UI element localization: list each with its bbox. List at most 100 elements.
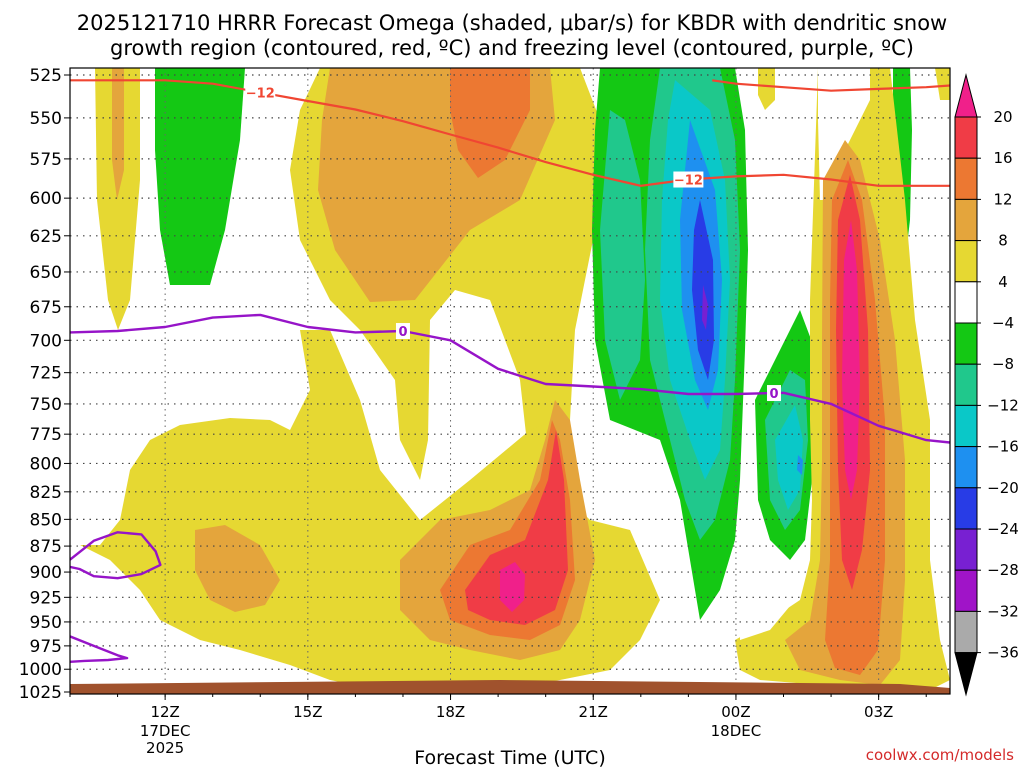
dendritic-label: −12 — [246, 86, 275, 101]
temperature-contours: −12 −12 0 0 — [70, 79, 950, 663]
y-tick-label: 575 — [30, 150, 62, 170]
omega-band-12-16 — [835, 620, 858, 668]
x-tick-label: 00Z — [721, 703, 750, 721]
colorbar-label: 12 — [993, 190, 1012, 208]
dendritic-label-bg — [245, 84, 276, 101]
omega-band-neg-4-4 — [70, 330, 310, 545]
omega-band-16-20 — [465, 430, 568, 625]
colorbar-label: −24 — [987, 520, 1019, 538]
omega-shading — [70, 68, 950, 690]
ground-terrain — [70, 680, 950, 694]
y-tick-label: 550 — [30, 109, 62, 129]
colorbar-band — [954, 322, 978, 365]
y-tick-label: 625 — [30, 227, 62, 247]
freezing-level-0-contour — [70, 635, 129, 663]
plot-frame — [69, 67, 951, 695]
omega-band-neg-24-neg-28 — [702, 285, 708, 330]
y-tick-label: 900 — [30, 563, 62, 583]
chart-title-line-1: 2025121710 HRRR Forecast Omega (shaded, … — [77, 11, 947, 35]
chart-title-line-2: growth region (contoured, red, ºC) and f… — [110, 36, 914, 60]
y-tick-label: 600 — [30, 189, 62, 209]
colorbar-label: −4 — [992, 314, 1014, 332]
colorbar-band — [954, 240, 978, 283]
colorbar: 20 16 12 8 4 −4 −8 −12 −16 −20 −24 −28 −32 −36 — [954, 73, 1019, 697]
colorbar-band — [954, 610, 978, 654]
x-tick-label: 15Z — [293, 703, 322, 721]
omega-band-neg-8-neg-12 — [600, 110, 645, 400]
y-tick-label: 850 — [30, 510, 62, 530]
omega-band-gt-20 — [500, 562, 525, 612]
freezing-level-0-contour — [70, 531, 162, 580]
x-tick-sublabel: 18DEC — [711, 722, 762, 740]
freezing-level-0-contour — [70, 313, 950, 444]
y-tick-label: 650 — [30, 263, 62, 283]
freezing-label-bg — [767, 385, 781, 402]
dendritic-minus12-contour — [712, 79, 950, 92]
dendritic-label: −12 — [674, 174, 703, 189]
colorbar-label: −32 — [987, 602, 1019, 620]
y-tick-label: 700 — [30, 331, 62, 351]
credit-text[interactable]: coolwx.com/models — [866, 746, 1014, 764]
omega-band-4-8 — [95, 68, 140, 330]
colorbar-label: 16 — [993, 149, 1012, 167]
x-axis-label: Forecast Time (UTC) — [414, 747, 605, 768]
y-tick-label: 675 — [30, 298, 62, 318]
colorbar-band — [954, 404, 978, 448]
colorbar-band — [954, 198, 978, 242]
y-tick-label: 975 — [30, 637, 62, 657]
y-axis: 525 550 575 600 625 650 675 700 725 750 775 800 825 8… — [19, 66, 70, 703]
colorbar-band — [954, 446, 978, 489]
y-tick-label: 750 — [30, 395, 62, 415]
freezing-label: 0 — [769, 387, 778, 402]
colorbar-label: −8 — [992, 355, 1014, 373]
omega-band-4-8 — [935, 68, 950, 100]
freezing-label-bg — [395, 323, 410, 340]
plot-area: −12 −12 0 0 — [70, 68, 950, 694]
y-tick-label: 1000 — [19, 660, 62, 680]
omega-band-neg-16-neg-20 — [797, 455, 803, 475]
colorbar-band — [954, 116, 978, 159]
omega-band-neg-4-neg-8 — [155, 68, 245, 285]
colorbar-band — [954, 281, 978, 324]
x-tick-label: 18Z — [436, 703, 465, 721]
colorbar-label: −36 — [987, 644, 1019, 662]
y-tick-label: 925 — [30, 588, 62, 608]
omega-band-12-16 — [450, 68, 530, 178]
colorbar-band — [954, 73, 978, 118]
colorbar-label: −28 — [987, 561, 1019, 579]
x-tick-sublabel: 2025 — [146, 739, 184, 757]
y-tick-label: 950 — [30, 613, 62, 633]
colorbar-label: −20 — [987, 479, 1019, 497]
dendritic-label-bg — [673, 171, 704, 188]
colorbar-band — [954, 528, 978, 571]
omega-band-4-8 — [758, 68, 775, 110]
x-tick-label: 21Z — [579, 703, 608, 721]
x-tick-label: 12Z — [150, 703, 179, 721]
colorbar-band — [954, 652, 978, 697]
colorbar-label: −16 — [987, 438, 1019, 456]
omega-band-neg-12-neg-16 — [775, 405, 803, 510]
omega-band-gt-20 — [842, 220, 860, 500]
colorbar-label: −12 — [987, 396, 1019, 414]
colorbar-label: 8 — [998, 232, 1008, 250]
colorbar-band — [954, 363, 978, 406]
colorbar-band — [954, 487, 978, 530]
colorbar-label: 20 — [993, 108, 1012, 126]
dendritic-minus12-contour — [70, 79, 950, 187]
x-tick-label: 03Z — [864, 703, 893, 721]
omega-band-8-12 — [112, 68, 124, 200]
omega-band-8-12 — [195, 525, 280, 612]
y-tick-label: 725 — [30, 364, 62, 384]
colorbar-label: 4 — [998, 273, 1008, 291]
y-tick-label: 825 — [30, 483, 62, 503]
y-tick-label: 525 — [30, 66, 62, 86]
y-tick-label: 800 — [30, 454, 62, 474]
y-tick-label: 1025 — [19, 683, 62, 703]
colorbar-band — [954, 569, 978, 612]
y-tick-label: 875 — [30, 537, 62, 557]
y-tick-label: 775 — [30, 425, 62, 445]
omega-band-neg-4-4 — [740, 560, 795, 640]
freezing-label: 0 — [398, 325, 407, 340]
